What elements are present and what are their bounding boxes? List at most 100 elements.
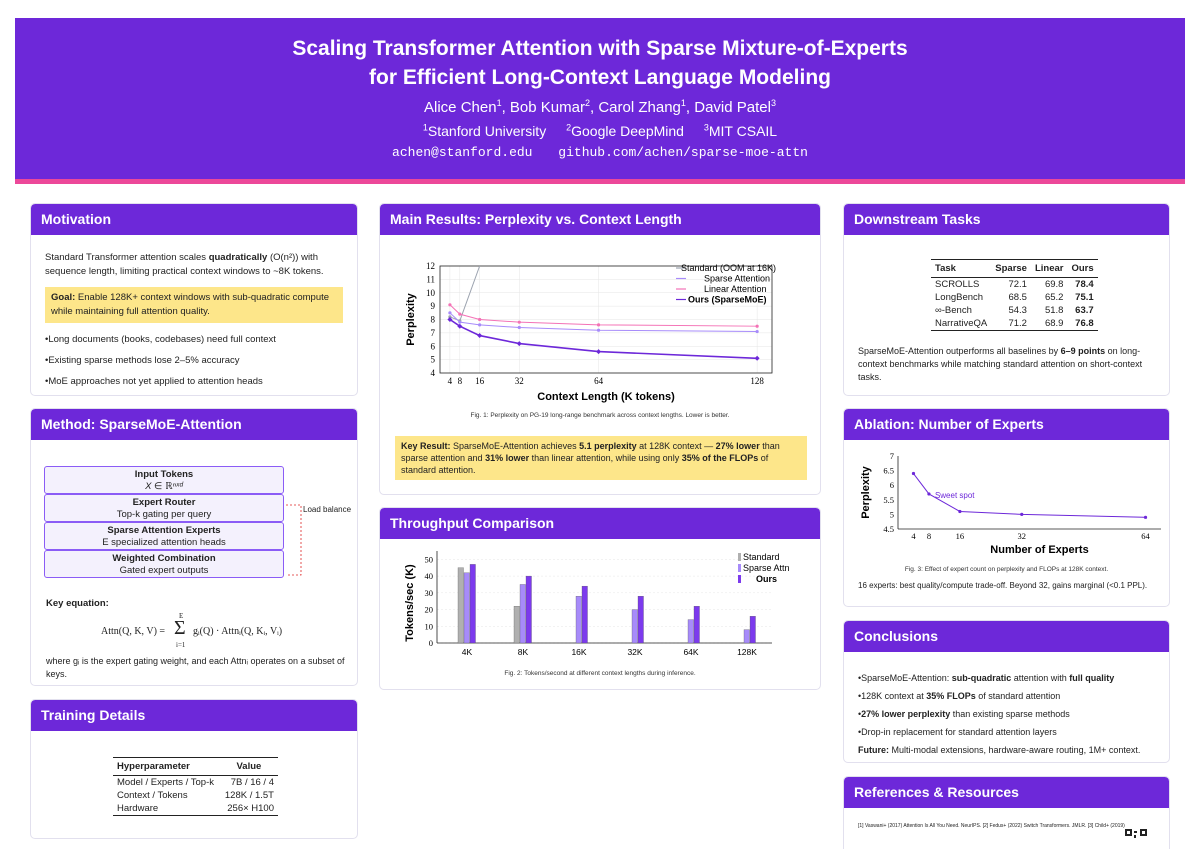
x-tick-label: 32 [1018,531,1026,541]
diagram-box-combine: Weighted Combination Gated expert outputs [44,550,284,578]
load-balance-label: Load balance [303,505,352,514]
y-tick-label: 4.5 [883,524,894,534]
table-header: Linear [1030,259,1068,278]
data-point [911,471,916,476]
x-tick-label: 8 [458,376,463,386]
goal-callout: Goal: Enable 128K+ context windows with … [45,287,343,323]
method-panel: Method: SparseMoE-Attention Input Tokens… [30,408,358,686]
affiliations: 1Stanford University 2Google DeepMind 3M… [15,122,1185,139]
table-header: Hyperparameter [113,757,220,776]
table-row: Context / Tokens 128K / 1.5T [117,790,274,801]
x-tick-label: 64 [1141,531,1150,541]
y-tick-label: 4 [431,368,436,378]
data-point [458,312,462,316]
data-point [1143,515,1148,519]
data-point [447,317,453,322]
y-tick-label: 7 [890,451,894,461]
x-axis-label: Number of Experts [990,544,1088,556]
y-tick-label: 9 [431,301,436,311]
throughput-panel: Throughput Comparison 0 10 20 30 40 50 Tokens/… [379,507,821,690]
equation-note: where gᵢ is the expert gating weight, an… [46,656,345,679]
main-results-panel: Main Results: Perplexity vs. Context Len… [379,203,821,495]
bar [581,585,588,644]
bar [519,584,526,644]
panel-heading: Method: SparseMoE-Attention [31,409,357,440]
table-row: NarrativeQA 71.2 68.9 76.8 [935,318,1094,329]
poster-header: Scaling Transformer Attention with Spars… [15,18,1185,184]
data-point [958,509,962,514]
table-header: Sparse [991,259,1031,278]
legend-entry: Ours [756,574,777,584]
figure-caption: Fig. 2: Tokens/second at different conte… [504,670,696,677]
list-item: Long documents (books, codebases) need f… [45,333,343,347]
affiliation: 2Google DeepMind [566,122,684,139]
diagram-box-experts: Sparse Attention Experts E specialized at… [44,522,284,550]
table-header: Value [219,757,278,776]
data-point [478,323,482,327]
title-line-1: Scaling Transformer Attention with Spars… [292,37,908,60]
table-row: Hardware 256× H100 [117,803,274,814]
y-tick-label: 6 [431,341,436,351]
bar [457,567,464,644]
bar [469,564,476,644]
diagram-box-input: Input Tokens X ∈ ℝⁿˣᵈ [44,466,284,494]
data-point [478,317,482,322]
series-line [449,304,758,327]
email-link[interactable]: achen@stanford.edu [392,144,533,160]
list-item: MoE approaches not yet applied to attent… [45,375,343,389]
x-axis-label: Context Length (K tokens) [537,391,675,403]
author: Alice Chen1 [424,98,502,116]
author: Bob Kumar2 [509,98,590,116]
panel-heading: Ablation: Number of Experts [844,409,1169,440]
series-line [449,312,758,333]
panel-heading: Conclusions [844,621,1169,652]
x-tick-label: 32K [627,647,642,656]
key-result-callout: Key Result: SparseMoE-Attention achieves… [395,436,807,480]
panel-heading: References & Resources [844,777,1169,808]
repo-link[interactable]: github.com/achen/sparse-moe-attn [558,144,808,160]
qr-code-icon [1125,829,1147,838]
downstream-summary: SparseMoE-Attention outperforms all base… [858,346,1143,382]
throughput-chart: 0 10 20 30 40 50 Tokens/sec (K) 4K 8K 16K 32K 64K 12… [404,551,790,656]
motivation-panel: Motivation Standard Transformer attentio… [30,203,358,396]
data-point [448,303,452,307]
panel-heading: Main Results: Perplexity vs. Context Len… [380,204,820,235]
legend-entry: Sparse Attention [704,274,770,284]
data-point [927,492,931,496]
y-axis-label: Perplexity [860,465,872,518]
y-tick-label: 40 [425,571,434,581]
training-table: Hyperparameter Value Model / Experts / T… [113,757,278,816]
y-tick-label: 5 [431,355,436,365]
x-tick-label: 16 [475,376,485,386]
series-line [449,265,481,322]
series-line [449,318,758,360]
y-axis-label: Perplexity [405,292,417,345]
data-point [596,349,602,355]
table-row: SCROLLS 72.1 69.8 78.4 [935,279,1094,290]
reference-list: [1] Vaswani+ (2017) Attention Is All You… [858,823,1125,829]
author-list: Alice Chen1, Bob Kumar2, Carol Zhang1, D… [424,98,776,116]
ablation-note: 16 experts: best quality/compute trade-o… [858,581,1148,590]
y-tick-label: 12 [426,261,435,271]
data-point [755,329,759,334]
motivation-intro: Standard Transformer attention scales qu… [45,252,324,277]
data-point [448,315,452,319]
y-axis-label: Tokens/sec (K) [404,564,416,642]
x-tick-label: 128K [737,647,757,656]
data-point [517,320,521,324]
table-row: LongBench 68.5 65.2 75.1 [935,292,1094,303]
list-item: Drop-in replacement for standard attenti… [858,726,1155,738]
legend-swatch [738,564,741,572]
bar [687,619,694,644]
legend-swatch [738,575,741,583]
table-header: Task [931,259,992,278]
plot-frame [439,265,773,374]
data-point [517,325,521,330]
x-tick-label: 16 [956,531,965,541]
y-tick-label: 6 [890,480,894,490]
y-tick-label: 20 [425,605,434,615]
figure-caption: Fig. 3: Effect of expert count on perple… [904,566,1109,573]
y-tick-label: 5.5 [883,495,894,505]
y-tick-label: 0 [429,638,433,648]
author: David Patel3 [694,98,776,116]
